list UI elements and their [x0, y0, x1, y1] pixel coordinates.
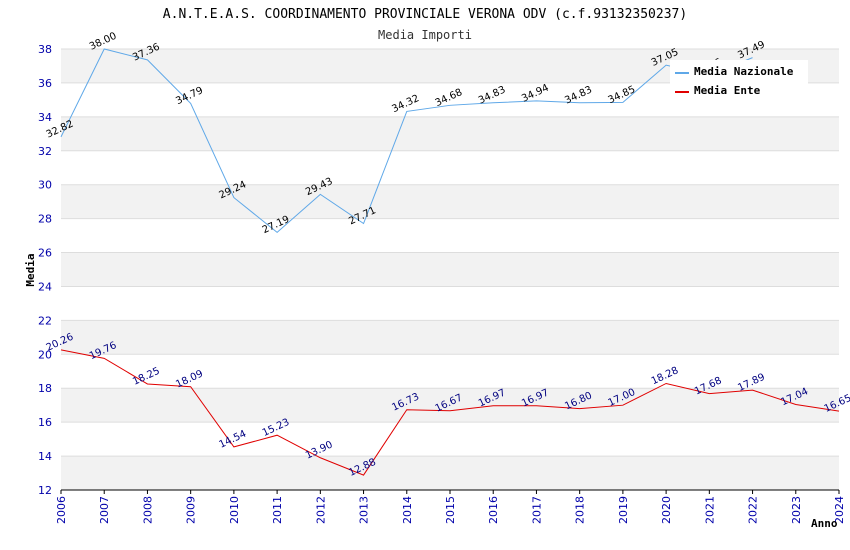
y-tick-label: 20 — [38, 348, 52, 361]
y-tick-label: 36 — [38, 77, 52, 90]
y-tick-label: 18 — [38, 382, 52, 395]
x-tick-label: 2014 — [401, 496, 414, 524]
x-tick-label: 2009 — [185, 496, 198, 524]
series-line-media-nazionale — [60, 48, 753, 234]
x-tick-label: 2017 — [530, 496, 543, 524]
y-tick-label: 24 — [38, 280, 52, 293]
x-tick-label: 2013 — [358, 496, 371, 524]
y-tick-label: 12 — [38, 484, 52, 497]
series-line-media-ente — [60, 349, 840, 476]
grid-band — [61, 354, 839, 389]
y-tick-label: 16 — [38, 416, 52, 429]
y-tick-label: 38 — [38, 43, 52, 56]
x-tick-label: 2010 — [228, 496, 241, 524]
grid-band — [61, 252, 839, 287]
x-tick-label: 2008 — [141, 496, 154, 524]
x-axis-label: Anno — [811, 517, 838, 530]
x-tick-label: 2022 — [747, 496, 760, 524]
x-tick-label: 2023 — [790, 496, 803, 524]
x-tick-label: 2015 — [444, 496, 457, 524]
legend-label-media-ente: Media Ente — [694, 84, 761, 97]
y-tick-label: 22 — [38, 314, 52, 327]
grid-band — [61, 116, 839, 151]
grid-band — [61, 184, 839, 219]
y-tick-label: 30 — [38, 179, 52, 192]
x-tick-label: 2020 — [660, 496, 673, 524]
x-tick-label: 2018 — [574, 496, 587, 524]
x-tick-label: 2024 — [833, 496, 846, 524]
y-tick-label: 34 — [38, 111, 52, 124]
y-tick-label: 32 — [38, 145, 52, 158]
y-tick-labels: 12 14 16 18 20 22 24 26 28 30 32 34 36 38 — [38, 43, 52, 497]
y-tick-label: 14 — [38, 450, 52, 463]
grid-bands — [61, 49, 839, 490]
y-tick-label: 26 — [38, 247, 52, 260]
grid-band — [61, 456, 839, 490]
y-tick-label: 28 — [38, 213, 52, 226]
x-tick-label: 2007 — [98, 496, 111, 524]
x-tick-label: 2019 — [617, 496, 630, 524]
legend-label-media-nazionale: Media Nazionale — [694, 65, 794, 78]
y-axis-label: Media — [24, 253, 37, 286]
chart-title: A.N.T.E.A.S. COORDINAMENTO PROVINCIALE V… — [163, 7, 687, 22]
x-tick-label: 2012 — [314, 496, 327, 524]
legend: Media Nazionale Media Ente — [670, 60, 808, 100]
x-tick-label: 2016 — [487, 496, 500, 524]
x-tick-label: 2006 — [55, 496, 68, 524]
grid-band — [61, 286, 839, 321]
series-lines — [60, 48, 840, 476]
x-tick-labels: 2006 2007 2008 2009 2010 2011 2012 2013 2014 2015… — [55, 490, 846, 524]
legend-box — [670, 60, 808, 100]
x-tick-label: 2011 — [271, 496, 284, 524]
grid-band — [61, 422, 839, 457]
chart-subtitle: Media Importi — [378, 28, 472, 42]
grid-band — [61, 218, 839, 253]
grid-band — [61, 150, 839, 185]
grid-band — [61, 320, 839, 355]
x-tick-label: 2021 — [703, 496, 716, 524]
